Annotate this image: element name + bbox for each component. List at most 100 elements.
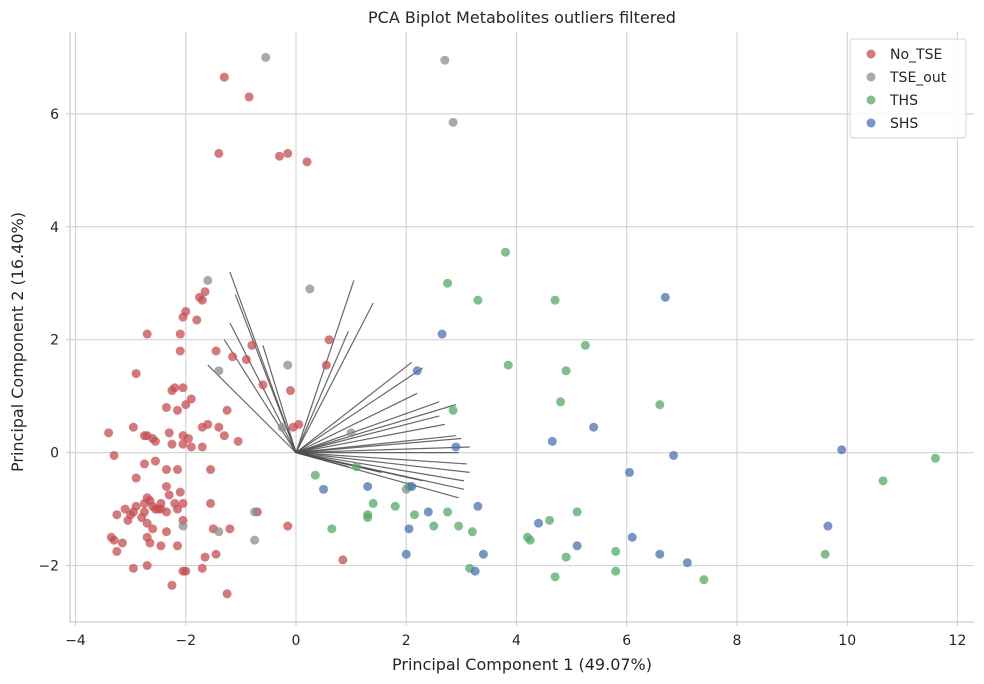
data-point [161, 465, 171, 475]
data-point [473, 295, 483, 305]
data-point [178, 521, 188, 531]
data-point [440, 55, 450, 65]
data-point [346, 428, 356, 438]
data-point [561, 366, 571, 376]
data-point [137, 513, 147, 523]
data-point [181, 566, 191, 576]
data-point [148, 524, 158, 534]
data-point [454, 521, 464, 531]
data-point [109, 450, 119, 460]
data-point [219, 72, 229, 82]
data-point [172, 504, 182, 514]
loading-vector [295, 446, 470, 454]
data-point [572, 507, 582, 517]
series-shs [319, 292, 847, 576]
loading-vector [295, 437, 462, 454]
data-point [624, 467, 634, 477]
data-point [319, 484, 329, 494]
data-point [228, 352, 238, 362]
loading-vector [295, 452, 467, 465]
data-point [321, 360, 331, 370]
data-point [214, 527, 224, 537]
data-point [660, 292, 670, 302]
data-point [192, 315, 202, 325]
x-tick-label: 0 [292, 633, 301, 649]
axes [69, 32, 974, 623]
data-point [214, 366, 224, 376]
data-point [470, 566, 480, 576]
series-tse-out [178, 52, 458, 545]
series-ths [310, 247, 940, 585]
data-point [250, 535, 260, 545]
data-point [448, 405, 458, 415]
loading-vector [295, 367, 424, 454]
data-point [655, 549, 665, 559]
data-point [500, 247, 510, 257]
loading-vector [295, 392, 418, 454]
data-point [283, 521, 293, 531]
data-point [611, 566, 621, 576]
data-point [669, 450, 679, 460]
data-point [473, 501, 483, 511]
data-point [261, 52, 271, 62]
legend-marker [866, 95, 876, 105]
data-point [128, 563, 138, 573]
data-point [247, 340, 257, 350]
x-tick-label: 4 [512, 633, 521, 649]
data-point [368, 498, 378, 508]
data-point [410, 510, 420, 520]
data-point [206, 498, 216, 508]
x-tick-label: 10 [838, 633, 856, 649]
data-point [175, 329, 185, 339]
data-point [112, 546, 122, 556]
loading-vector [262, 345, 297, 453]
data-point [820, 549, 830, 559]
data-point [534, 518, 544, 528]
data-point [352, 462, 362, 472]
data-point [363, 510, 373, 520]
data-points [104, 52, 940, 599]
data-point [178, 498, 188, 508]
data-point [164, 428, 174, 438]
y-tick-label: 4 [50, 220, 59, 236]
data-point [611, 546, 621, 556]
data-point [930, 453, 940, 463]
data-point [561, 552, 571, 562]
data-point [142, 561, 152, 571]
data-point [112, 510, 122, 520]
data-point [145, 538, 155, 548]
legend: No_TSE TSE_out THS SHS [849, 38, 967, 139]
data-point [184, 434, 194, 444]
data-point [225, 524, 235, 534]
x-tick-label: 12 [949, 633, 967, 649]
data-point [244, 92, 254, 102]
data-point [161, 527, 171, 537]
data-point [150, 436, 160, 446]
data-point [214, 422, 224, 432]
data-point [655, 400, 665, 410]
data-point [139, 459, 149, 469]
data-point [412, 366, 422, 376]
data-point [131, 473, 141, 483]
y-tick-label: 0 [50, 446, 59, 462]
data-point [429, 521, 439, 531]
data-point [283, 360, 293, 370]
data-point [172, 541, 182, 551]
data-point [222, 589, 232, 599]
data-point [156, 541, 166, 551]
data-point [589, 422, 599, 432]
y-tick-label: 2 [50, 333, 59, 349]
data-point [172, 465, 182, 475]
data-point [164, 490, 174, 500]
legend-marker [866, 49, 876, 59]
loading-vector [295, 361, 413, 454]
x-axis-label: Principal Component 1 (49.07%) [392, 655, 652, 674]
data-point [423, 507, 433, 517]
data-point [274, 151, 284, 161]
legend-frame [849, 38, 967, 139]
data-point [150, 456, 160, 466]
data-point [823, 521, 833, 531]
data-point [128, 507, 138, 517]
loading-vector [295, 423, 445, 454]
data-point [443, 278, 453, 288]
